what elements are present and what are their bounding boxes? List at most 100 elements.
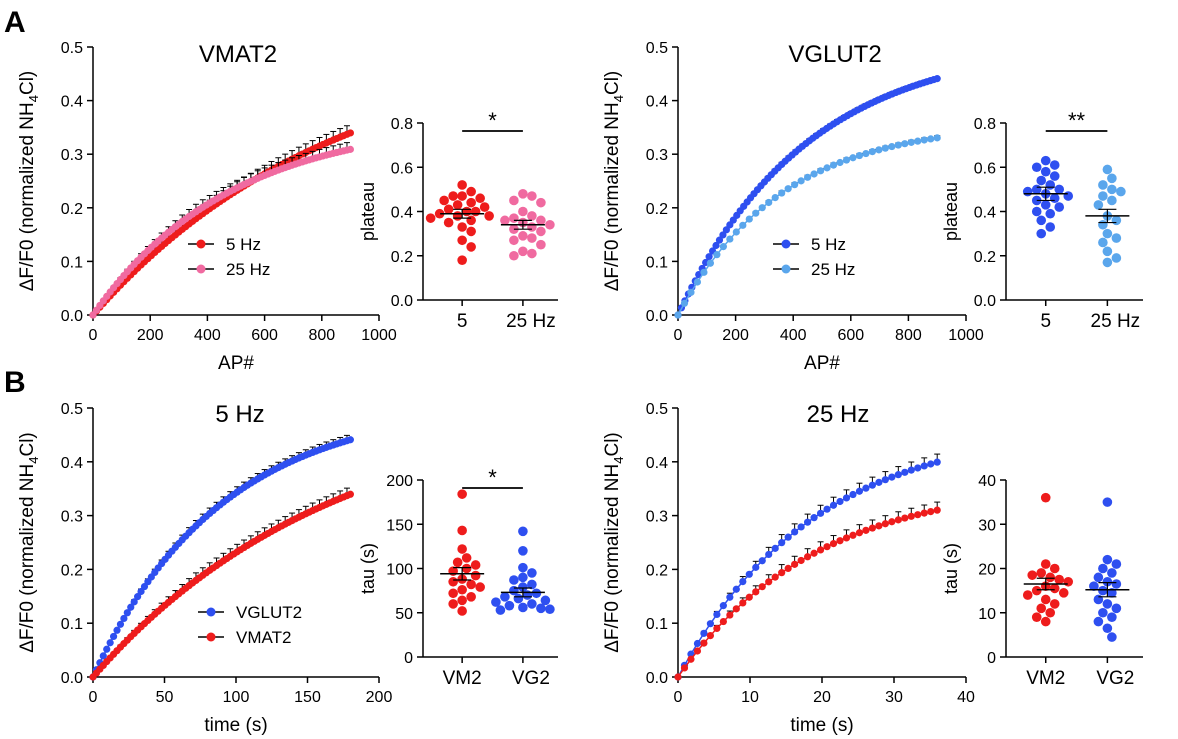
- vglut2-curve-y-tick-label: 0.2: [646, 201, 668, 218]
- hz5-curve-legend-marker: [206, 607, 216, 617]
- vmat2-curve-legend-marker: [196, 264, 206, 274]
- hz25-curve-data-point: [752, 563, 760, 571]
- hz5-tau-group-1: [491, 526, 555, 615]
- hz25-curve-data-point: [894, 471, 902, 479]
- vglut2-curve-data-point: [862, 149, 870, 158]
- hz25-curve-data-point: [732, 605, 740, 613]
- vglut2-curve-y-tick-label: 0.0: [646, 308, 668, 325]
- vmat2-plateau-data-point: [484, 211, 494, 221]
- vglut2-plateau-data-point: [1022, 186, 1033, 197]
- hz25-curve-data-point: [791, 560, 799, 568]
- hz25-tau-y-tick-label: 0: [987, 650, 996, 667]
- vmat2-curve-series-line: [92, 148, 351, 316]
- vglut2-plateau-data-point: [1045, 208, 1056, 219]
- vmat2-plateau-data-point: [527, 248, 537, 259]
- vmat2-curve-x-tick-label: 1000: [361, 327, 397, 344]
- hz5-tau-data-point: [531, 588, 542, 599]
- vmat2-plateau-data-point: [536, 215, 546, 226]
- vglut2-curve-series-0: [674, 75, 941, 319]
- hz5-tau-data-point: [457, 584, 467, 595]
- vmat2-plateau-y-label: plateau: [358, 182, 378, 241]
- hz25-curve-data-point: [739, 599, 747, 607]
- vmat2-plateau-y-tick-label: 0.2: [391, 249, 413, 266]
- vmat2-curve-legend-label: 5 Hz: [226, 235, 261, 254]
- hz25-tau-data-point: [1049, 583, 1060, 594]
- vglut2-curve-data-point: [705, 253, 713, 261]
- hz5-tau-group-0: [440, 489, 485, 616]
- vmat2-curve-x-tick-label: 0: [89, 327, 98, 344]
- hz25-curve-series-1: [674, 501, 941, 681]
- hz25-curve-data-point: [810, 549, 818, 557]
- hz25-tau-data-point: [1111, 603, 1122, 614]
- hz25-curve-data-point: [713, 624, 721, 633]
- vglut2-curve-data-point: [732, 228, 740, 236]
- vglut2-plateau-data-point: [1098, 237, 1108, 248]
- hz25-curve-data-point: [933, 506, 941, 514]
- vmat2-curve-x-tick-label: 200: [137, 327, 164, 344]
- hz25-tau-y-tick-label: 40: [978, 473, 996, 490]
- hz25-curve-data-point: [849, 490, 857, 499]
- hz25-curve-data-point: [881, 476, 889, 484]
- hz5-tau-data-point: [518, 582, 528, 592]
- vglut2-plateau-y-tick-label: 0.2: [974, 249, 996, 266]
- hz25-curve-data-point: [855, 529, 864, 537]
- hz25-curve-data-point: [868, 524, 877, 532]
- vmat2-plateau-x-tick-label: 25 Hz: [506, 311, 556, 332]
- hz25-curve-y-tick-label: 0.4: [646, 455, 668, 472]
- hz5-tau-data-point: [504, 600, 515, 611]
- hz5-tau-data-point: [518, 526, 528, 537]
- hz25-curve-data-point: [784, 533, 792, 541]
- hz25-tau-data-point: [1040, 492, 1051, 503]
- vmat2-plateau-data-point: [527, 233, 537, 243]
- vmat2-plateau-data-point: [457, 180, 467, 190]
- hz25-tau-x-tick-label: VG2: [1096, 668, 1134, 689]
- vglut2-curve-data-point: [836, 158, 844, 167]
- vglut2-plateau-data-point: [1049, 171, 1060, 181]
- vglut2-curve-data-point: [719, 231, 727, 239]
- hz5-curve-data-point: [99, 652, 107, 660]
- vmat2-curve-y-tick-label: 0.4: [61, 94, 83, 111]
- vglut2-plateau-data-point: [1098, 219, 1108, 230]
- hz25-tau-data-point: [1102, 576, 1113, 587]
- vglut2-curve-y-tick-label: 0.1: [646, 254, 668, 271]
- hz5-curve-data-point: [109, 632, 118, 641]
- hz5-tau-data-point: [527, 599, 537, 609]
- hz25-curve-data-point: [693, 647, 702, 655]
- vglut2-curve-data-point: [687, 288, 695, 296]
- hz25-curve-data-point: [778, 539, 786, 547]
- hz5-tau-y-tick-label: 200: [386, 473, 413, 490]
- vglut2-curve-data-point: [927, 135, 935, 143]
- hz25-curve-data-point: [829, 501, 838, 509]
- vglut2-plateau-data-point: [1107, 173, 1117, 184]
- hz25-curve-data-point: [758, 583, 766, 591]
- vglut2-curve-data-point: [752, 209, 760, 217]
- hz25-curve-series-0: [674, 453, 941, 681]
- vglut2-curve-y-tick-label: 0.3: [646, 147, 668, 164]
- vglut2-curve-legend-label: 25 Hz: [811, 260, 855, 279]
- hz25-tau-data-point: [1093, 572, 1104, 583]
- vmat2-plateau-x-tick-label: 5: [457, 311, 468, 332]
- vmat2-plateau-data-point: [518, 231, 528, 241]
- vglut2-curve-data-point: [933, 134, 941, 142]
- hz5-curve-y-tick-label: 0.2: [61, 562, 83, 579]
- hz25-curve-data-point: [745, 570, 753, 578]
- vmat2-curve-series-0: [89, 125, 354, 319]
- hz25-curve-series-line: [677, 509, 938, 678]
- vglut2-curve-data-point: [797, 177, 805, 185]
- vmat2-plateau-data-point: [536, 226, 546, 237]
- vmat2-plateau-data-point: [479, 202, 490, 212]
- vglut2-plateau-data-point: [1111, 215, 1122, 226]
- hz5-curve-data-point: [113, 626, 121, 634]
- vmat2-plateau-data-point: [452, 211, 463, 221]
- hz25-curve-data-point: [875, 522, 883, 530]
- vmat2-curve-y-tick-label: 0.0: [61, 308, 83, 325]
- vglut2-plateau-data-point: [1111, 253, 1122, 263]
- panel-label-b: B: [4, 366, 26, 399]
- vglut2-plateau-data-point: [1031, 162, 1042, 173]
- hz25-curve-data-point: [739, 577, 747, 586]
- vmat2-curve-data-point: [346, 145, 354, 153]
- hz25-tau-data-point: [1040, 594, 1051, 605]
- hz25-tau-data-point: [1098, 563, 1108, 574]
